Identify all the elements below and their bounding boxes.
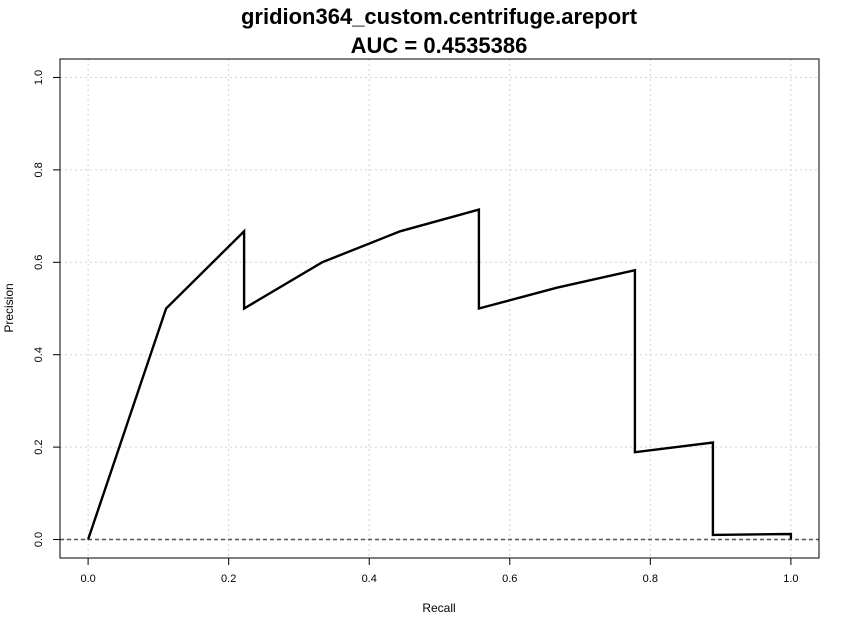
x-axis-label: Recall — [422, 601, 455, 615]
chart-subtitle: AUC = 0.4535386 — [351, 33, 528, 58]
x-tick-label-5: 1.0 — [783, 573, 798, 585]
y-tick-label-3: 0.6 — [33, 255, 45, 270]
y-axis-label: Precision — [2, 283, 16, 332]
grid — [60, 59, 819, 558]
x-tick-label-0: 0.0 — [80, 573, 95, 585]
x-tick-label-1: 0.2 — [221, 573, 236, 585]
y-tick-label-1: 0.2 — [33, 439, 45, 454]
y-tick-label-5: 1.0 — [33, 70, 45, 85]
y-tick-label-2: 0.4 — [33, 347, 45, 362]
plot-frame — [59, 58, 820, 559]
x-tick-label-2: 0.4 — [362, 573, 377, 585]
x-axis: 0.0 0.2 0.4 0.6 0.8 1.0 — [80, 557, 799, 585]
x-tick-label-3: 0.6 — [502, 573, 517, 585]
x-tick-label-4: 0.8 — [643, 573, 658, 585]
y-axis: 0.0 0.2 0.4 0.6 0.8 1.0 — [33, 70, 61, 547]
y-tick-label-4: 0.8 — [33, 162, 45, 177]
chart-title: gridion364_custom.centrifuge.areport — [241, 4, 638, 29]
series-line — [86, 208, 793, 540]
y-tick-label-0: 0.0 — [33, 532, 45, 547]
